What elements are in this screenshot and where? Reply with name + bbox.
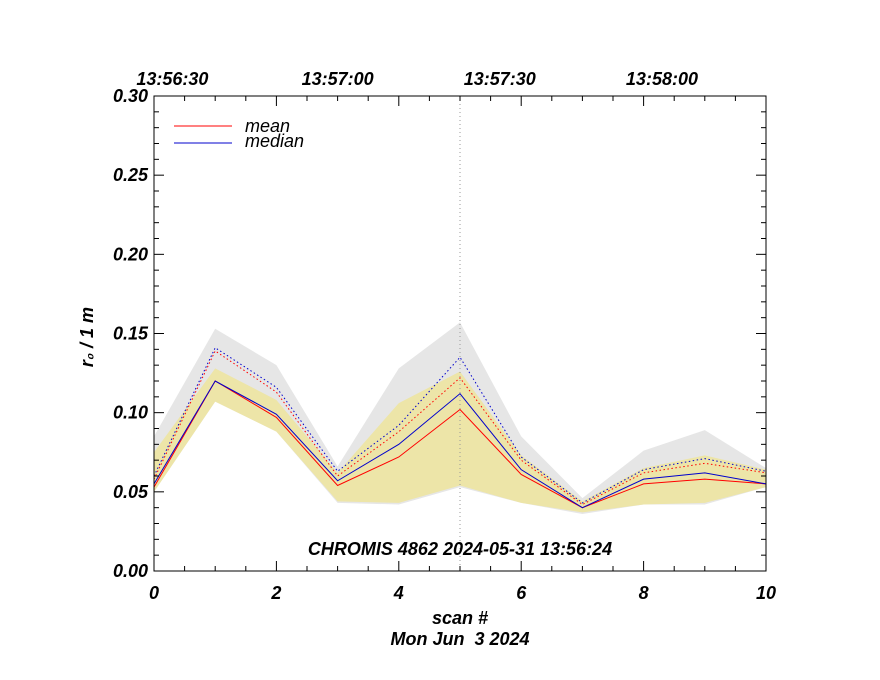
y-axis-label: r₀ / 1 m (77, 307, 97, 367)
x-tick-label: 2 (270, 583, 281, 603)
legend-median-label: median (245, 131, 304, 151)
series-line-median (153, 380, 767, 509)
y-tick-label: 0.00 (113, 561, 148, 581)
top-time-label: 13:58:00 (626, 69, 698, 89)
x-tick-label: 10 (756, 583, 776, 603)
legend: mean median (174, 116, 304, 151)
x-tick-label: 4 (393, 583, 404, 603)
top-time-label: 13:57:30 (464, 69, 536, 89)
chart-title: CHROMIS 4862 2024-05-31 13:56:24 (308, 539, 612, 559)
y-tick-label: 0.15 (113, 324, 149, 344)
x-tick-label: 0 (149, 583, 159, 603)
date-label: Mon Jun 3 2024 (390, 629, 529, 649)
y-tick-label: 0.25 (113, 165, 149, 185)
series-line-mean (153, 380, 767, 509)
y-tick-label: 0.10 (113, 403, 148, 423)
ticks-layer: 0 2 4 6 8 10 0.00 0.05 0.10 0.15 0.20 0.25 0.3013:56… (113, 69, 776, 603)
top-time-label: 13:57:00 (302, 69, 374, 89)
x-tick-label: 6 (516, 583, 527, 603)
top-time-label: 13:56:30 (136, 69, 208, 89)
y-tick-label: 0.05 (113, 482, 149, 502)
legend-mean-label: mean (245, 116, 290, 136)
series-line-dotted-2 (153, 350, 767, 506)
y-tick-label: 0.20 (113, 244, 148, 264)
series-layer (153, 347, 767, 509)
bands-layer (154, 322, 766, 514)
y-tick-label: 0.30 (113, 86, 148, 106)
x-tick-label: 8 (639, 583, 649, 603)
x-axis-label: scan # (432, 608, 488, 628)
